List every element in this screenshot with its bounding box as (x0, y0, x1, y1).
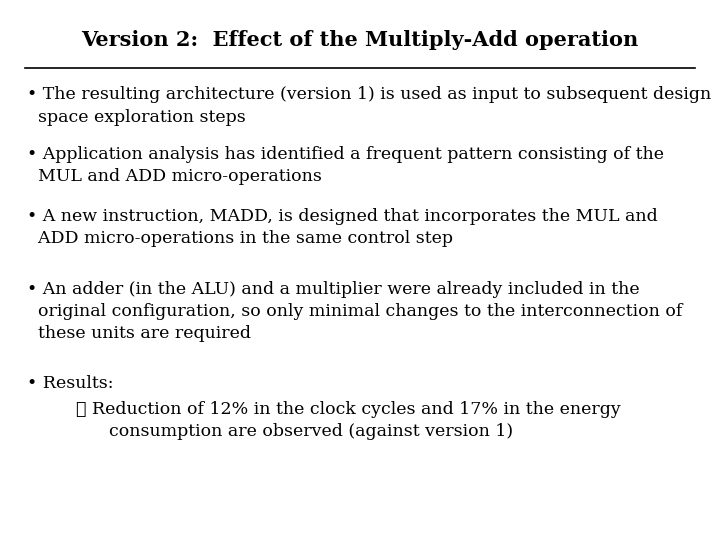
Text: Version 2:  Effect of the Multiply-Add operation: Version 2: Effect of the Multiply-Add op… (81, 30, 639, 50)
Text: ✓ Reduction of 12% in the clock cycles and 17% in the energy
      consumption a: ✓ Reduction of 12% in the clock cycles a… (76, 401, 621, 440)
Text: • An adder (in the ALU) and a multiplier were already included in the
  original: • An adder (in the ALU) and a multiplier… (27, 281, 683, 342)
Text: • Application analysis has identified a frequent pattern consisting of the
  MUL: • Application analysis has identified a … (27, 146, 665, 185)
Text: • Results:: • Results: (27, 375, 114, 392)
Text: • A new instruction, MADD, is designed that incorporates the MUL and
  ADD micro: • A new instruction, MADD, is designed t… (27, 208, 658, 247)
Text: • The resulting architecture (version 1) is used as input to subsequent design
 : • The resulting architecture (version 1)… (27, 86, 711, 126)
